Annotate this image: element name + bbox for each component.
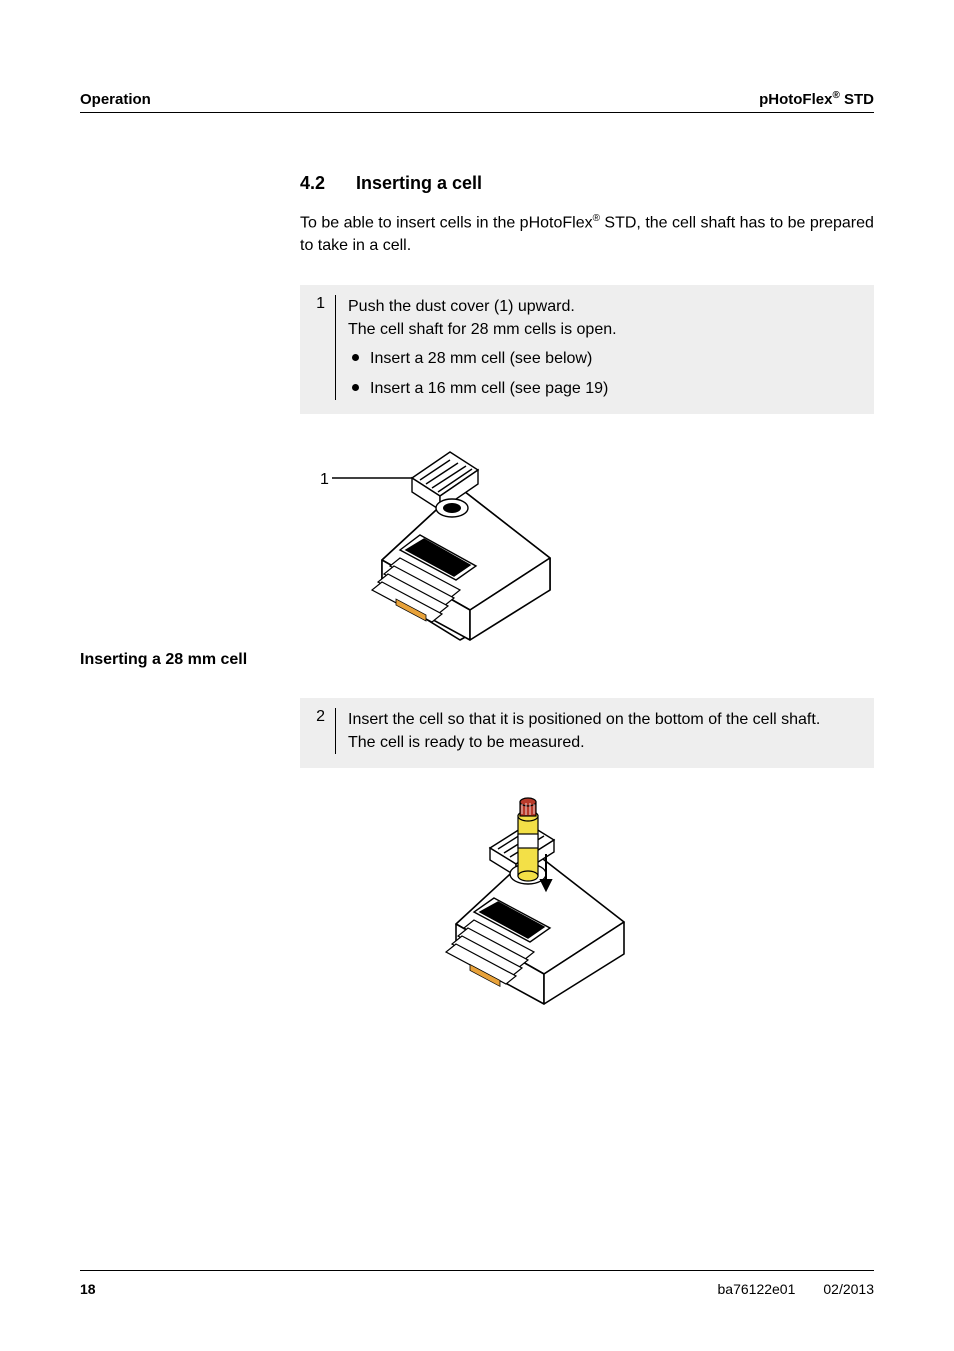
figure-1-label: 1 — [320, 471, 329, 488]
section-heading: 4.2 Inserting a cell — [300, 173, 874, 194]
intro-text-a: To be able to insert cells in the pHotoF… — [300, 214, 593, 231]
page-footer: 18 ba76122e01 02/2013 — [80, 1270, 874, 1297]
margin-label-inserting-28mm: Inserting a 28 mm cell — [80, 651, 247, 669]
step-2-body: Insert the cell so that it is positioned… — [336, 708, 860, 754]
step-2-line2: The cell is ready to be measured. — [348, 731, 860, 754]
intro-paragraph: To be able to insert cells in the pHotoF… — [300, 212, 874, 257]
section-title: Inserting a cell — [356, 173, 482, 194]
footer-doc-id: ba76122e01 — [718, 1281, 796, 1297]
figure-2 — [360, 794, 874, 1034]
product-suffix: STD — [840, 91, 874, 108]
step-1-line2: The cell shaft for 28 mm cells is open. — [348, 318, 860, 341]
intro-reg-mark: ® — [593, 213, 600, 224]
step-1-number: 1 — [314, 295, 336, 400]
header-left: Operation — [80, 91, 151, 108]
step-2-number: 2 — [314, 708, 336, 754]
footer-page-number: 18 — [80, 1281, 96, 1297]
product-prefix: pHotoFlex — [759, 91, 832, 108]
step-1-bullet-1: Insert a 28 mm cell (see below) — [348, 347, 860, 370]
step-1-line1: Push the dust cover (1) upward. — [348, 295, 860, 318]
step-1-body: Push the dust cover (1) upward. The cell… — [336, 295, 860, 400]
step-1-bullet-2: Insert a 16 mm cell (see page 19) — [348, 377, 860, 400]
footer-date: 02/2013 — [823, 1281, 874, 1297]
header-right: pHotoFlex® STD — [759, 90, 874, 108]
footer-right: ba76122e01 02/2013 — [718, 1281, 874, 1297]
step-2-line1: Insert the cell so that it is positioned… — [348, 708, 860, 731]
step-1-bullets: Insert a 28 mm cell (see below) Insert a… — [348, 347, 860, 399]
step-2-box: 2 Insert the cell so that it is position… — [300, 698, 874, 768]
section-number: 4.2 — [300, 173, 356, 194]
step-1-box: 1 Push the dust cover (1) upward. The ce… — [300, 285, 874, 414]
figure-1: 1 — [300, 440, 874, 670]
product-reg-mark: ® — [832, 90, 839, 101]
page-header: Operation pHotoFlex® STD — [80, 90, 874, 113]
